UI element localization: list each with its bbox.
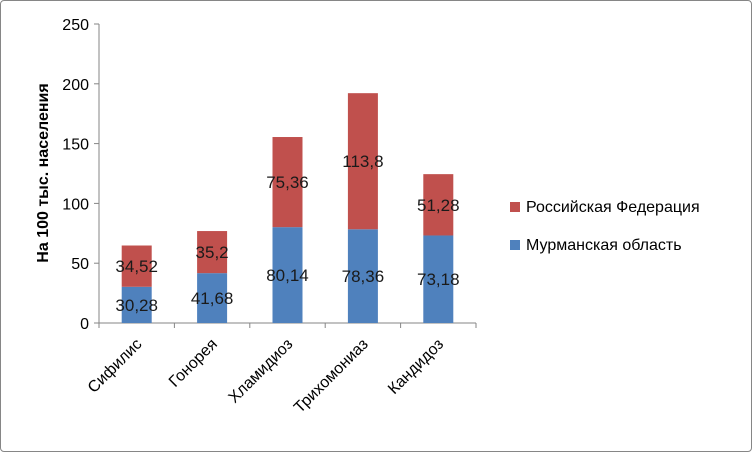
data-label: 41,68 bbox=[191, 289, 234, 308]
data-label: 80,14 bbox=[266, 266, 309, 285]
data-label: 73,18 bbox=[417, 270, 460, 289]
x-category-label: Гонорея bbox=[166, 336, 221, 391]
bar-segment-russia bbox=[121, 245, 152, 287]
bar-segment-murmansk bbox=[347, 229, 378, 323]
x-category-label: Кандидоз bbox=[385, 336, 447, 398]
data-label: 34,52 bbox=[115, 257, 158, 276]
bar-segment-russia bbox=[347, 93, 378, 230]
y-tick-label: 50 bbox=[71, 256, 89, 273]
x-category-label: Хламидиоз bbox=[225, 336, 296, 407]
y-axis-title: На 100 тыс. населения bbox=[35, 83, 52, 262]
bars bbox=[121, 93, 454, 323]
x-category-label: Сифилис bbox=[85, 336, 146, 397]
bar-segment-russia bbox=[423, 174, 454, 236]
data-label: 35,2 bbox=[196, 243, 229, 262]
bar-segment-murmansk bbox=[423, 235, 454, 323]
data-labels: 30,28 41,68 80,14 78,36 73,18 34,52 35,2 75,36 1… bbox=[115, 152, 459, 315]
x-category-label: Трихомониаз bbox=[291, 336, 372, 417]
bar-segment-murmansk bbox=[197, 273, 228, 323]
legend: Российская Федерация Мурманская область bbox=[510, 199, 700, 254]
legend-swatch bbox=[510, 202, 520, 212]
bar-segment-russia bbox=[197, 231, 228, 274]
data-label: 75,36 bbox=[266, 173, 309, 192]
data-label: 78,36 bbox=[342, 267, 385, 286]
data-label: 30,28 bbox=[115, 296, 158, 315]
data-label: 51,28 bbox=[417, 196, 460, 215]
legend-label: Мурманская область bbox=[526, 237, 682, 254]
data-label: 113,8 bbox=[342, 152, 383, 171]
bar-segment-murmansk bbox=[121, 286, 152, 323]
y-tick-label: 100 bbox=[62, 196, 89, 213]
bar-segment-russia bbox=[272, 137, 303, 228]
y-tick-label: 250 bbox=[62, 17, 89, 34]
legend-label: Российская Федерация bbox=[526, 199, 700, 216]
axes: 0 50 100 150 200 250 Сифилис Гонорея ХламидиозТр… bbox=[62, 17, 477, 417]
bar-segment-murmansk bbox=[272, 227, 303, 323]
y-tick-label: 200 bbox=[62, 77, 89, 94]
y-tick-label: 0 bbox=[80, 316, 89, 333]
y-tick-label: 150 bbox=[62, 137, 89, 154]
legend-swatch bbox=[510, 240, 520, 250]
